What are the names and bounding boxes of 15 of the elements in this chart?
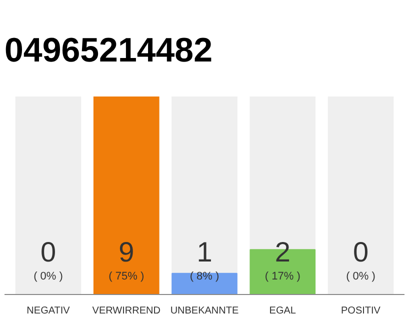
annotation: 0	[40, 236, 56, 268]
chart-title: 04965214482	[4, 32, 213, 70]
x-tick-label: EGAL	[269, 306, 296, 316]
data-label: ( 0% )	[34, 270, 63, 282]
annotation: 0	[352, 236, 369, 268]
data-label: ( 17% )	[264, 270, 300, 282]
annotation: 1	[196, 236, 212, 268]
x-tick-label: NEGATIV	[26, 306, 70, 316]
data-label: ( 75% )	[108, 270, 144, 282]
x-tick-label: POSITIV	[341, 306, 381, 316]
x-tick-label: UNBEKANNTE	[170, 306, 239, 316]
x-tick-label: VERWIRREND	[92, 306, 160, 316]
data-label: ( 0% )	[346, 270, 376, 282]
data-label: ( 8% )	[190, 270, 220, 282]
annotation: 9	[118, 236, 134, 268]
